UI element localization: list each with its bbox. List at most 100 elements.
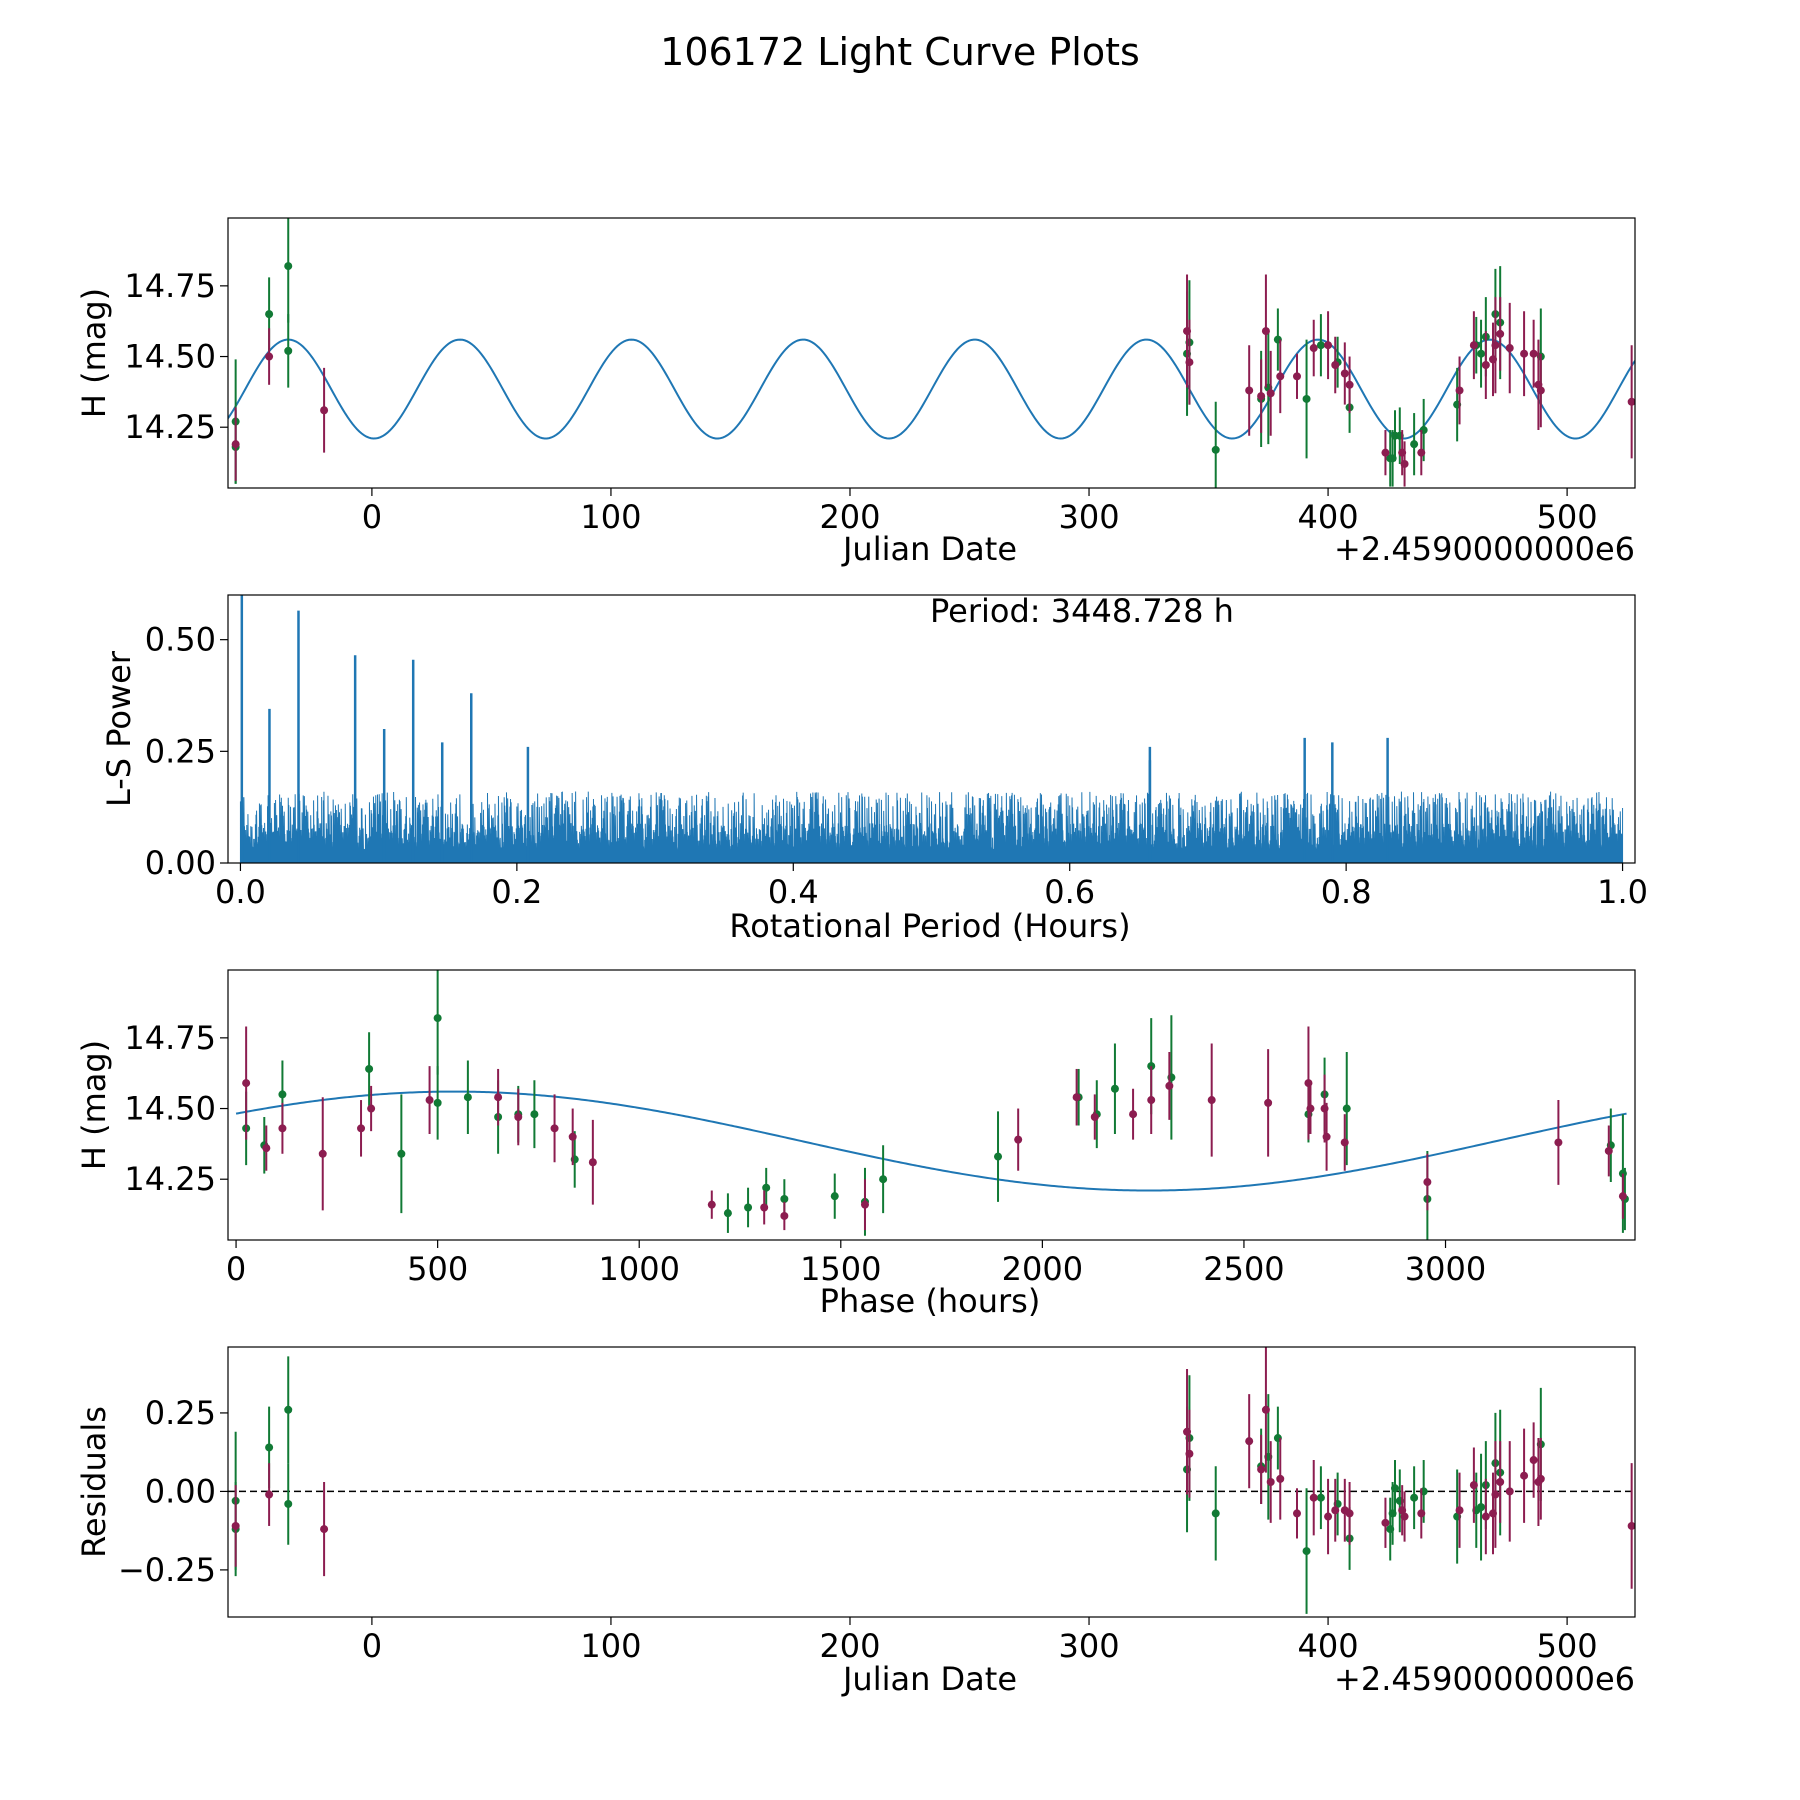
- ls-y-tick-label: 0.50: [145, 621, 216, 659]
- resid-green-point: [1410, 1493, 1419, 1502]
- lc-purple-point: [1627, 397, 1635, 406]
- phase-curve-y-label: H (mag): [75, 1040, 113, 1170]
- lc-purple-point: [1309, 344, 1318, 353]
- resid-purple-point: [1292, 1509, 1301, 1518]
- phase-purple-point: [278, 1124, 287, 1133]
- lc-purple-point: [1185, 358, 1194, 367]
- ls-x-tick-label: 0.4: [768, 873, 819, 911]
- resid-x-tick-label: 300: [1058, 1627, 1119, 1665]
- phase-purple-point: [1322, 1132, 1331, 1141]
- resid-purple-point: [231, 1521, 240, 1530]
- resid-green-point: [265, 1443, 274, 1452]
- phase-purple-point: [1264, 1098, 1273, 1107]
- residuals-plot-area: 0 100 200 300 400 500 −0.25 0.00 0.25: [118, 1347, 1635, 1665]
- phase-green-point: [994, 1152, 1003, 1161]
- lc-purple-point: [1257, 392, 1266, 401]
- lc-purple-point: [1292, 372, 1301, 381]
- resid-purple-point: [1491, 1490, 1500, 1499]
- resid-x-tick-label: 100: [580, 1627, 641, 1665]
- light-curve-frame: [227, 217, 1636, 489]
- resid-purple-point: [1505, 1487, 1514, 1496]
- resid-green-point: [1391, 1484, 1400, 1493]
- phase-purple-point: [760, 1203, 769, 1212]
- phase-green-point: [879, 1175, 888, 1184]
- lc-marks: [228, 218, 1635, 488]
- resid-purple-point: [1276, 1474, 1285, 1483]
- periodogram-plot-area: 0.0 0.2 0.4 0.6 0.8 1.0 0.00 0.25 0.50: [145, 595, 1648, 911]
- light-curve-x-label: Julian Date: [841, 530, 1017, 568]
- lc-purple-point: [1496, 329, 1505, 338]
- figure-title: 106172 Light Curve Plots: [660, 30, 1140, 74]
- phase-curve-plot-area: 0 500 1000 1500 2000 2500 3000 14.25 14.50 14.75: [124, 970, 1629, 1288]
- resid-x-tick-label: 400: [1298, 1627, 1359, 1665]
- resid-y-tick-label: 0.25: [145, 1394, 216, 1432]
- light-curve-y-label: H (mag): [75, 288, 113, 418]
- lc-purple-point: [1245, 386, 1254, 395]
- phase-x-tick-label: 500: [407, 1250, 468, 1288]
- resid-purple-point: [1324, 1512, 1333, 1521]
- phase-model-curve: [235, 1090, 1627, 1192]
- resid-purple-point: [1417, 1509, 1426, 1518]
- phase-purple-point: [1618, 1192, 1627, 1201]
- periodogram-panel: 0.0 0.2 0.4 0.6 0.8 1.0 0.00 0.25 0.50 Period: 3…: [100, 592, 1648, 945]
- resid-purple-point: [1529, 1456, 1538, 1465]
- phase-purple-point: [1340, 1138, 1349, 1147]
- phase-green-point: [530, 1110, 539, 1119]
- phase-y-tick-label: 14.25: [124, 1160, 216, 1198]
- phase-purple-point: [707, 1200, 716, 1209]
- resid-purple-point: [1496, 1478, 1505, 1486]
- phase-marks: [235, 970, 1629, 1240]
- resid-purple-point: [1245, 1437, 1254, 1446]
- phase-x-tick-label: 3000: [1405, 1250, 1486, 1288]
- phase-purple-point: [588, 1158, 597, 1167]
- phase-green-point: [1342, 1104, 1351, 1113]
- lc-purple-point: [1331, 361, 1340, 370]
- phase-purple-point: [262, 1144, 271, 1153]
- residuals-x-offset: +2.4590000000e6: [1334, 1660, 1635, 1698]
- periodogram-frame: [227, 594, 1636, 864]
- resid-purple-point: [1536, 1474, 1545, 1483]
- phase-purple-point: [860, 1200, 869, 1209]
- lc-green-point: [1211, 445, 1220, 454]
- residuals-x-label: Julian Date: [841, 1660, 1017, 1698]
- lc-y-tick-label: 14.50: [124, 338, 216, 376]
- ls-y-tick-label: 0.00: [145, 844, 216, 882]
- resid-x-tick-label: 500: [1537, 1627, 1598, 1665]
- lc-x-tick-label: 0: [362, 498, 382, 536]
- lc-purple-point: [1417, 448, 1426, 457]
- phase-purple-point: [780, 1211, 789, 1220]
- phase-purple-point: [550, 1124, 559, 1133]
- lc-green-point: [284, 346, 293, 355]
- phase-purple-point: [1129, 1110, 1138, 1119]
- phase-purple-point: [318, 1149, 327, 1158]
- lc-purple-point: [1345, 380, 1354, 389]
- phase-purple-point: [1207, 1096, 1216, 1105]
- ls-x-tick-label: 1.0: [1597, 873, 1648, 911]
- resid-purple-point: [1520, 1471, 1529, 1480]
- ls-power-spectrum: [239, 791, 1624, 863]
- resid-green-point: [284, 1405, 293, 1414]
- light-curve-plot-area: 0 100 200 300 400 500 14.25 14.50 14.75: [124, 218, 1635, 536]
- lc-x-tick-label: 500: [1537, 498, 1598, 536]
- phase-purple-point: [1147, 1096, 1156, 1105]
- lc-y-tick-label: 14.75: [124, 267, 216, 305]
- phase-purple-point: [425, 1096, 434, 1105]
- phase-curve-frame: [227, 969, 1636, 1241]
- phase-purple-point: [1090, 1113, 1099, 1122]
- phase-purple-point: [1604, 1146, 1613, 1155]
- phase-curve-panel: 0 500 1000 1500 2000 2500 300014.2514.5014.75 …: [75, 969, 1636, 1320]
- lc-purple-point: [1481, 361, 1490, 370]
- resid-green-point: [1477, 1503, 1486, 1512]
- phase-green-point: [762, 1183, 771, 1192]
- phase-green-point: [723, 1209, 732, 1218]
- resid-purple-point: [1345, 1509, 1354, 1518]
- phase-x-tick-label: 1500: [800, 1250, 881, 1288]
- phase-green-point: [397, 1149, 406, 1158]
- lc-green-point: [284, 262, 293, 271]
- resid-purple-point: [1469, 1481, 1478, 1490]
- lc-y-tick-label: 14.25: [124, 408, 216, 446]
- lc-x-tick-label: 200: [819, 498, 880, 536]
- phase-green-point: [830, 1192, 839, 1201]
- resid-x-tick-label: 200: [819, 1627, 880, 1665]
